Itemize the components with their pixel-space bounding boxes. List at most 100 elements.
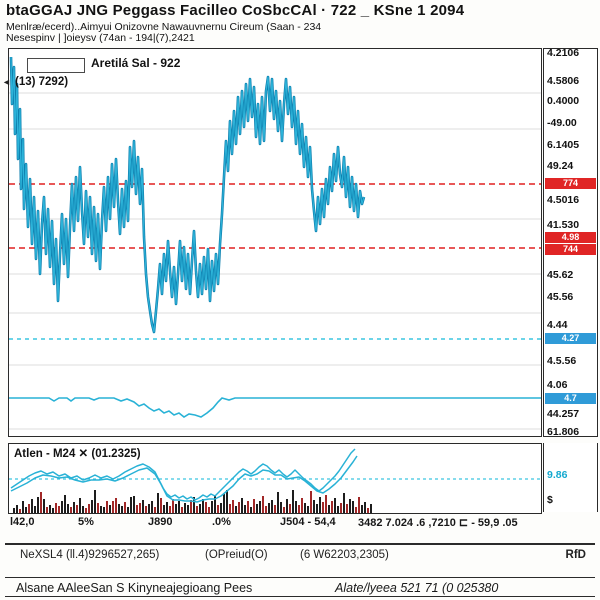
volume-bar — [187, 505, 189, 513]
volume-bar — [256, 504, 258, 513]
volume-bar — [346, 504, 348, 513]
volume-bar — [34, 506, 36, 513]
price-axis-label: 4.2106 — [547, 47, 580, 59]
volume-bar — [133, 496, 135, 513]
legend-input-box[interactable] — [27, 58, 85, 73]
time-axis[interactable]: l42,0 5% J890 .0% J504 - 54,4 3482 7.024 .6 ,… — [8, 516, 598, 531]
volume-bar — [172, 499, 174, 513]
price-tag-red: 774 — [545, 178, 596, 189]
volume-bar — [160, 498, 162, 513]
price-axis-label: 0.4000 — [547, 95, 580, 107]
volume-bar — [202, 499, 204, 513]
volume-bar — [304, 503, 306, 513]
volume-bar — [139, 503, 141, 513]
header-subtitle-2: Nesespinv | ]oieysv (74an - 194|(7),2421 — [6, 32, 195, 44]
volume-bar — [37, 497, 39, 513]
volume-bar — [292, 490, 294, 513]
volume-bar — [241, 498, 243, 513]
volume-bar — [136, 505, 138, 513]
main-chart-area[interactable]: Aretilá Sal - 922 (13) 7292) ◄ — [2, 48, 542, 437]
volume-bar — [274, 505, 276, 513]
volume-bar — [352, 501, 354, 513]
price-axis-label: 45.62 — [547, 269, 574, 281]
volume-bar — [163, 505, 165, 513]
volume-bar — [307, 506, 309, 513]
volume-bar — [214, 495, 216, 513]
indicator-label: Atlen - M24 ✕ (01.2325) — [14, 446, 141, 460]
volume-bar — [361, 505, 363, 513]
volume-bar — [112, 501, 114, 513]
time-axis-label: J504 - 54,4 — [280, 516, 336, 528]
status-field-2: (OPreiud(O) — [205, 549, 268, 561]
price-axis-label: 6.1405 — [547, 139, 580, 151]
volume-bar — [211, 501, 213, 513]
footer-bar: Alsane AAleeSan S Kinyneajegioang Pees A… — [0, 581, 600, 596]
volume-bar — [19, 509, 21, 513]
indicator-panel[interactable]: Atlen - M24 ✕ (01.2325) — [8, 443, 542, 514]
volume-bar — [49, 505, 51, 513]
price-chart-canvas[interactable] — [9, 49, 541, 436]
price-tag-red: 744 — [545, 244, 596, 255]
volume-bar — [355, 507, 357, 513]
volume-bar — [22, 501, 24, 513]
volume-bar — [232, 500, 234, 513]
volume-bar — [316, 504, 318, 513]
indicator-line-signal — [10, 455, 358, 503]
left-arrow-marker: ◄ — [2, 77, 11, 87]
volume-bar — [46, 507, 48, 513]
volume-bar — [151, 501, 153, 513]
volume-bar — [82, 506, 84, 513]
volume-bar — [118, 504, 120, 513]
price-tag-blue: 4.27 — [545, 333, 596, 344]
price-axis-label: 44.257 — [547, 408, 580, 420]
volume-bar — [337, 506, 339, 513]
price-tag-red: 4.98 — [545, 232, 596, 243]
volume-bar — [220, 503, 222, 513]
volume-bar — [244, 505, 246, 513]
volume-bar — [334, 498, 336, 513]
volume-bar — [25, 507, 27, 513]
status-right-badge: RfD — [565, 549, 586, 561]
volume-bar — [319, 497, 321, 513]
indicator-axis-label: $ — [547, 494, 553, 506]
legend-series-label: Aretilá Sal - 922 — [91, 56, 181, 70]
volume-bar — [61, 501, 63, 513]
separator-line — [5, 596, 595, 597]
volume-bar — [310, 491, 312, 513]
price-axis[interactable]: 4.2106 4.5806 0.4000 -49.00 6.1405 49.24 774 4.… — [543, 47, 598, 438]
status-bar: NeXSL4 (ll.4)9296527,265) (OPreiud(O) (6… — [0, 549, 600, 564]
volume-bar — [295, 501, 297, 513]
volume-bar — [55, 503, 57, 513]
status-field-3: (6 W62203,2305) — [300, 549, 389, 561]
price-axis-label: 4.5016 — [547, 194, 580, 206]
volume-bar — [64, 495, 66, 513]
volume-bar — [313, 500, 315, 513]
volume-bar — [175, 504, 177, 513]
volume-bar — [301, 498, 303, 513]
price-axis-label: 4.5.56 — [547, 355, 577, 367]
volume-bar — [28, 504, 30, 513]
price-axis-label: 45.56 — [547, 291, 574, 303]
time-axis-label: J890 — [148, 516, 173, 528]
volume-bar — [181, 507, 183, 513]
volume-bar — [16, 505, 18, 513]
volume-bar — [349, 499, 351, 513]
indicator-canvas[interactable] — [9, 444, 541, 513]
volume-bar — [331, 501, 333, 513]
volume-bar — [115, 498, 117, 513]
volume-bar — [142, 500, 144, 513]
time-axis-label: 5% — [78, 516, 94, 528]
volume-bar — [88, 504, 90, 513]
footer-right-text: Alate/lyeea 521 71 (0 025380 — [335, 581, 499, 595]
volume-bar — [229, 504, 231, 513]
price-axis-label: 4.06 — [547, 379, 568, 391]
volume-bar — [121, 506, 123, 513]
time-axis-label: l42,0 — [10, 516, 35, 528]
volume-bar — [223, 494, 225, 513]
volume-bar — [283, 507, 285, 513]
volume-bar — [166, 502, 168, 513]
separator-line — [5, 543, 595, 545]
indicator-axis[interactable]: 9.86 $ — [543, 443, 598, 512]
instrument-title: btaGGAJ JNG Peggass Facilleo CoSbcCAl · … — [6, 2, 465, 19]
